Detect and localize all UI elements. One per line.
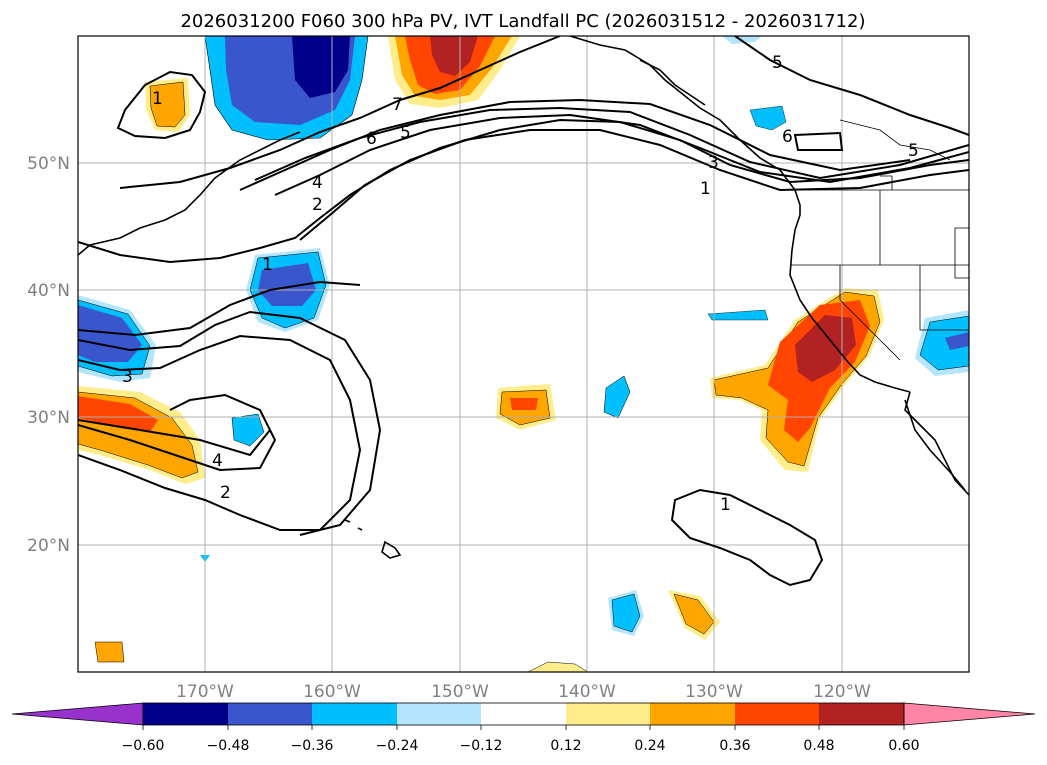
contour-label-2b: 2 [220, 483, 231, 503]
map-gridlines [78, 36, 969, 672]
positive-anomaly-gulf-of-alaska [388, 36, 520, 108]
coastlines [78, 36, 969, 559]
positive-anomaly-subtropical-band [78, 386, 205, 484]
lat-label-30n: 30°N [27, 408, 70, 428]
lat-label-20n: 20°N [27, 536, 70, 556]
colorbar-tick-label: −0.12 [460, 738, 503, 754]
colorbar-ticks [142, 725, 905, 730]
latitude-labels: 50°N 40°N 30°N 20°N [27, 154, 70, 556]
negative-anomaly-small-2 [603, 375, 631, 419]
lon-label-170w: 170°W [176, 682, 234, 702]
positive-anomaly-small-1 [496, 384, 556, 430]
negative-anomaly-bc [749, 105, 787, 131]
positive-anomaly-small-3 [94, 641, 125, 663]
contour-label-2a: 2 [312, 195, 323, 215]
contour-labels: 1 1 1 1 2 2 3 3 4 4 5 5 5 6 6 7 [122, 53, 919, 515]
negative-anomaly-thin [707, 309, 769, 321]
colorbar-segment-9 [819, 703, 904, 725]
contour-label-1c: 1 [700, 179, 711, 199]
contour-label-1b: 1 [262, 255, 273, 275]
colorbar-over-arrow [903, 702, 1036, 726]
positive-anomaly-nw [145, 78, 190, 132]
contour-label-6a: 6 [366, 129, 377, 149]
lon-label-120w: 120°W [813, 682, 871, 702]
contour-label-3a: 3 [708, 153, 719, 173]
colorbar-tick-label: 0.36 [719, 738, 750, 754]
contour-label-5b: 5 [772, 53, 783, 73]
colorbar-tick-label: −0.24 [376, 738, 419, 754]
contour-label-3b: 3 [122, 367, 133, 387]
map-content: 1 1 1 1 2 2 3 3 4 4 5 5 5 6 6 7 [78, 36, 969, 672]
colorbar-tick-label: 0.24 [634, 738, 665, 754]
contour-label-6b: 6 [782, 127, 793, 147]
lon-label-160w: 160°W [303, 682, 361, 702]
contour-label-1a: 1 [152, 89, 163, 109]
colorbar-tick-label: 0.12 [550, 738, 581, 754]
contour-label-5c: 5 [908, 141, 919, 161]
colorbar-segment-8 [735, 703, 819, 725]
figure-title: 2026031200 F060 300 hPa PV, IVT Landfall… [180, 11, 865, 32]
positive-anomaly-california [710, 288, 884, 472]
lon-label-140w: 140°W [558, 682, 616, 702]
colorbar-tick-label: 0.48 [803, 738, 834, 754]
longitude-labels: 170°W 160°W 150°W 140°W 130°W 120°W [176, 682, 871, 702]
negative-anomaly-east [915, 310, 969, 376]
colorbar-segment-7 [650, 703, 735, 725]
colorbar-segment-5 [481, 703, 566, 725]
colorbar-tick-label: −0.36 [291, 738, 334, 754]
colorbar-segment-2 [228, 703, 312, 725]
contour-label-5a: 5 [400, 123, 411, 143]
map-frame [77, 35, 970, 673]
positive-anomaly-small-4 [527, 661, 589, 672]
colorbar-segment-3 [312, 703, 397, 725]
colorbar-segment-6 [566, 703, 650, 725]
positive-anomaly-small-2 [673, 593, 715, 635]
colorbar-tick-label: −0.48 [207, 738, 250, 754]
lon-label-150w: 150°W [431, 682, 489, 702]
colorbar-segment-1 [143, 703, 228, 725]
colorbar-frame [142, 702, 905, 726]
colorbar: −0.60 −0.48 −0.36 −0.24 −0.12 0.12 0.24 … [11, 702, 1036, 754]
contour-label-1d: 1 [720, 495, 731, 515]
colorbar-tick-label: 0.60 [888, 738, 919, 754]
lat-label-40n: 40°N [27, 281, 70, 301]
negative-anomaly-aleutian [204, 36, 369, 141]
colorbar-segment-4 [397, 703, 481, 725]
negative-anomaly-small-1 [231, 413, 265, 447]
contour-label-7: 7 [392, 95, 403, 115]
negative-anomaly-small-3 [611, 593, 641, 633]
lon-label-130w: 130°W [685, 682, 743, 702]
contour-label-4a: 4 [312, 173, 323, 193]
lat-label-50n: 50°N [27, 154, 70, 174]
colorbar-tick-labels: −0.60 −0.48 −0.36 −0.24 −0.12 0.12 0.24 … [122, 738, 920, 754]
contour-label-4b: 4 [212, 451, 223, 471]
colorbar-tick-label: −0.60 [122, 738, 165, 754]
pv-contours [78, 36, 969, 587]
colorbar-under-arrow [11, 702, 144, 726]
